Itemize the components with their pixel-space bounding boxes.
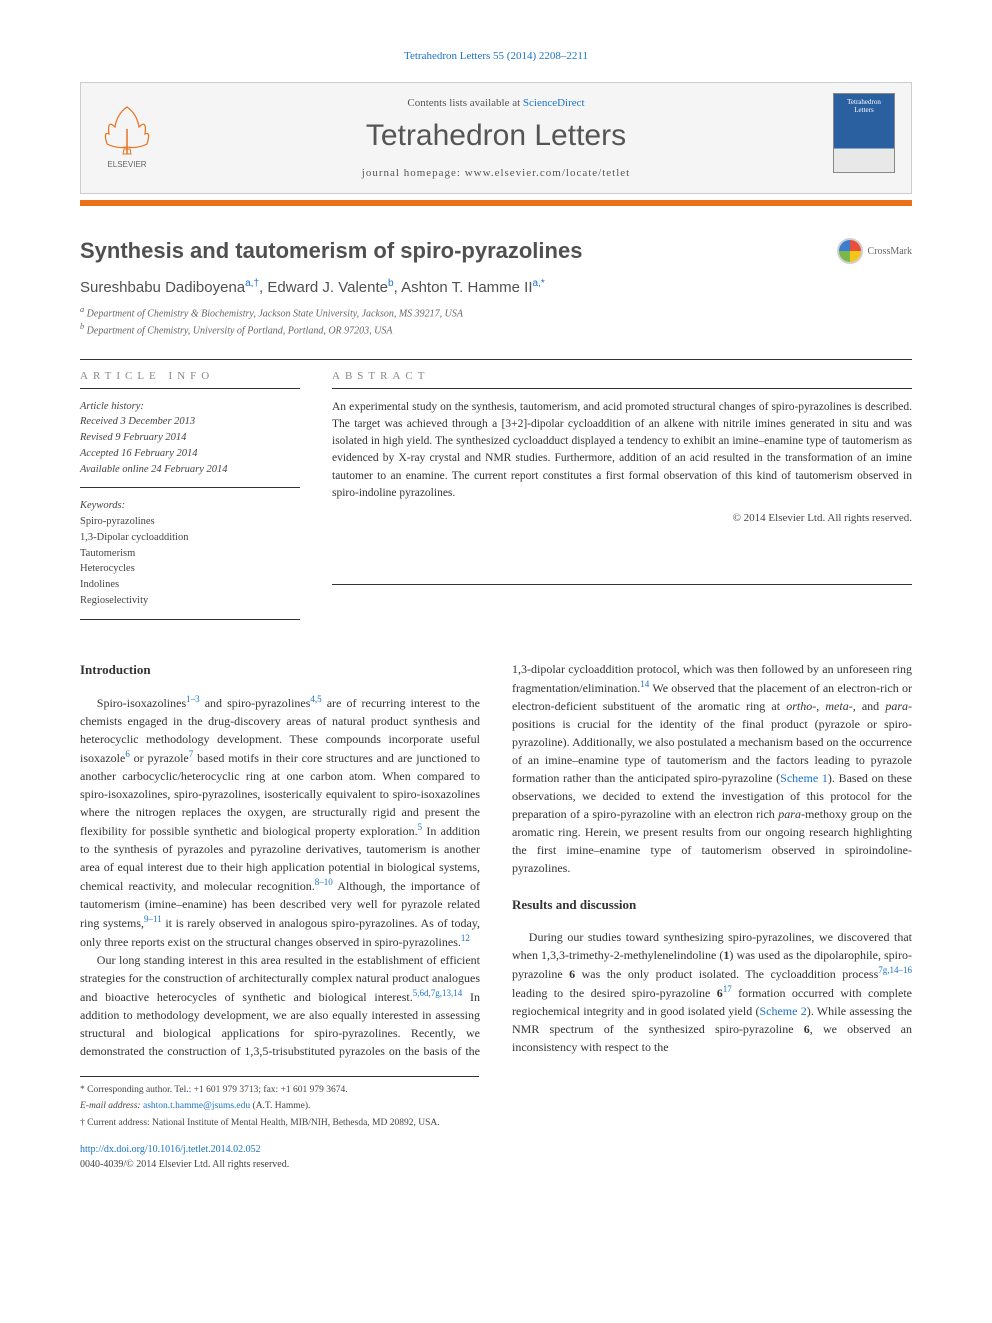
doi-block: http://dx.doi.org/10.1016/j.tetlet.2014.…	[80, 1142, 479, 1172]
article-history-block: Article history: Received 3 December 201…	[80, 399, 300, 489]
introduction-head: Introduction	[80, 660, 480, 680]
article-info-head: ARTICLE INFO	[80, 360, 300, 389]
journal-homepage-line: journal homepage: www.elsevier.com/locat…	[181, 167, 811, 179]
results-paragraph-1: During our studies toward synthesizing s…	[512, 928, 912, 1056]
affiliations: a Department of Chemistry & Biochemistry…	[80, 304, 912, 339]
homepage-url[interactable]: www.elsevier.com/locate/tetlet	[465, 167, 631, 179]
author-2-aff: b	[388, 278, 394, 289]
sciencedirect-link[interactable]: ScienceDirect	[523, 97, 585, 109]
ref-14b[interactable]: 14	[640, 679, 649, 689]
accent-bar	[80, 200, 912, 206]
keyword-4: Heterocycles	[80, 561, 300, 577]
corresponding-author-note: * Corresponding author. Tel.: +1 601 979…	[80, 1083, 479, 1097]
ref-4-5[interactable]: 4,5	[310, 694, 321, 704]
contents-available-line: Contents lists available at ScienceDirec…	[181, 97, 811, 109]
ref-7[interactable]: 7	[189, 749, 194, 759]
issn-copyright-line: 0040-4039/© 2014 Elsevier Ltd. All right…	[80, 1157, 479, 1172]
contents-prefix: Contents lists available at	[407, 97, 522, 109]
article-info-column: ARTICLE INFO Article history: Received 3…	[80, 360, 300, 620]
svg-text:ELSEVIER: ELSEVIER	[107, 160, 146, 169]
copyright-line: © 2014 Elsevier Ltd. All rights reserved…	[332, 512, 912, 585]
homepage-prefix: journal homepage:	[362, 167, 465, 179]
crossmark-icon	[837, 238, 863, 264]
doi-link[interactable]: http://dx.doi.org/10.1016/j.tetlet.2014.…	[80, 1144, 261, 1155]
journal-name: Tetrahedron Letters	[181, 119, 811, 153]
affiliation-b: b Department of Chemistry, University of…	[80, 321, 912, 338]
ref-1-3[interactable]: 1–3	[186, 694, 200, 704]
ref-6[interactable]: 6	[125, 749, 130, 759]
author-3-aff: a,*	[533, 278, 545, 289]
keyword-6: Regioselectivity	[80, 593, 300, 609]
keywords-head: Keywords:	[80, 498, 300, 514]
crossmark-label: CrossMark	[868, 246, 912, 257]
crossmark-badge[interactable]: CrossMark	[837, 238, 912, 264]
author-2[interactable]: Edward J. Valente	[267, 279, 388, 296]
article-title: Synthesis and tautomerism of spiro-pyraz…	[80, 238, 582, 264]
email-label: E-mail address:	[80, 1101, 141, 1111]
journal-header-box: ELSEVIER Tetrahedron Letters Contents li…	[80, 82, 912, 194]
scheme-2-link[interactable]: Scheme 2	[759, 1004, 806, 1018]
dagger-note: † Current address: National Institute of…	[80, 1116, 479, 1130]
ref-12[interactable]: 12	[461, 933, 470, 943]
email-suffix: (A.T. Hamme).	[253, 1101, 311, 1111]
authors-line: Sureshbabu Dadiboyenaa,†, Edward J. Vale…	[80, 278, 912, 296]
journal-cover-thumbnail[interactable]: Tetrahedron Letters	[833, 93, 895, 173]
email-link[interactable]: ashton.t.hamme@jsums.edu	[143, 1101, 250, 1111]
elsevier-tree-icon: ELSEVIER	[97, 99, 157, 169]
keyword-1: Spiro-pyrazolines	[80, 514, 300, 530]
keyword-3: Tautomerism	[80, 546, 300, 562]
history-head: Article history:	[80, 399, 300, 415]
history-online: Available online 24 February 2014	[80, 462, 300, 478]
ref-17[interactable]: 17	[723, 984, 732, 994]
email-line: E-mail address: ashton.t.hamme@jsums.edu…	[80, 1099, 479, 1113]
history-received: Received 3 December 2013	[80, 414, 300, 430]
intro-paragraph-1: Spiro-isoxazolines1–3 and spiro-pyrazoli…	[80, 693, 480, 951]
results-head: Results and discussion	[512, 895, 912, 915]
abstract-head: ABSTRACT	[332, 360, 912, 389]
ref-5-6d-7g-13-14[interactable]: 5,6d,7g,13,14	[413, 988, 463, 998]
footnotes-block: * Corresponding author. Tel.: +1 601 979…	[80, 1076, 479, 1172]
author-1[interactable]: Sureshbabu Dadiboyena	[80, 279, 245, 296]
keywords-block: Keywords: Spiro-pyrazolines 1,3-Dipolar …	[80, 498, 300, 619]
abstract-column: ABSTRACT An experimental study on the sy…	[332, 360, 912, 620]
elsevier-logo[interactable]: ELSEVIER	[97, 99, 157, 169]
ref-5b[interactable]: 5	[418, 822, 423, 832]
ref-8-10[interactable]: 8–10	[315, 877, 333, 887]
citation-line[interactable]: Tetrahedron Letters 55 (2014) 2208–2211	[80, 50, 912, 62]
history-revised: Revised 9 February 2014	[80, 430, 300, 446]
affiliation-a: a Department of Chemistry & Biochemistry…	[80, 304, 912, 321]
author-3[interactable]: Ashton T. Hamme II	[401, 279, 532, 296]
author-1-aff: a,†	[245, 278, 259, 289]
journal-cover-label: Tetrahedron Letters	[847, 98, 881, 114]
keyword-2: 1,3-Dipolar cycloaddition	[80, 530, 300, 546]
history-accepted: Accepted 16 February 2014	[80, 446, 300, 462]
ref-7g-14-16[interactable]: 7g,14–16	[878, 965, 912, 975]
body-text-columns: Introduction Spiro-isoxazolines1–3 and s…	[80, 660, 912, 1061]
abstract-text: An experimental study on the synthesis, …	[332, 399, 912, 503]
ref-9-11[interactable]: 9–11	[144, 914, 162, 924]
keyword-5: Indolines	[80, 577, 300, 593]
scheme-1-link[interactable]: Scheme 1	[780, 771, 828, 785]
